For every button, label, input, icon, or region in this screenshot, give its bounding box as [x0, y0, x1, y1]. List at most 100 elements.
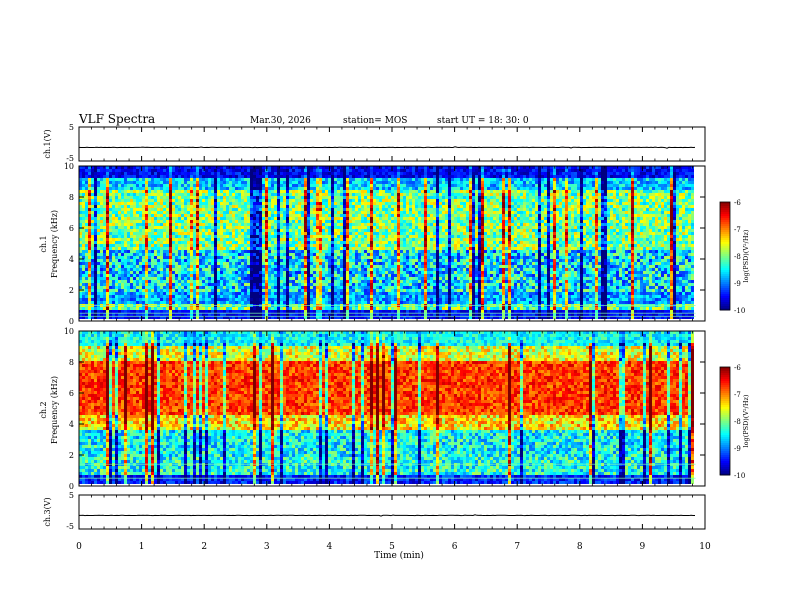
spectrogram-cell [355, 169, 358, 172]
spectrogram-cell [304, 268, 307, 271]
spectrogram-cell [226, 178, 229, 181]
spectrogram-cell [328, 220, 331, 223]
spectrogram-cell [166, 268, 169, 271]
spectrogram-cell [172, 181, 175, 184]
spectrogram-cell [343, 268, 346, 271]
spectrogram-cell [292, 307, 295, 310]
spectrogram-cell [157, 199, 160, 202]
spectrogram-cell [166, 277, 169, 280]
spectrogram-cell [316, 238, 319, 241]
spectrogram-cell [331, 205, 334, 208]
spectrogram-cell [241, 295, 244, 298]
spectrogram-cell [346, 289, 349, 292]
spectrogram-cell [106, 268, 109, 271]
spectrogram-cell [106, 241, 109, 244]
spectrogram-cell [292, 232, 295, 235]
spectrogram-cell [247, 241, 250, 244]
spectrogram-cell [319, 268, 322, 271]
spectrogram-cell [292, 223, 295, 226]
spectrogram-cell [82, 172, 85, 175]
spectrogram-cell [262, 226, 265, 229]
spectrogram-cell [268, 274, 271, 277]
spectrogram-cell [79, 232, 82, 235]
spectrogram-cell [148, 175, 151, 178]
spectrogram-cell [124, 253, 127, 256]
spectrogram-cell [118, 199, 121, 202]
spectrogram-cell [169, 265, 172, 268]
spectrogram-cell [199, 232, 202, 235]
spectrogram-cell [271, 232, 274, 235]
spectrogram-cell [214, 238, 217, 241]
spectrogram-cell [151, 271, 154, 274]
spectrogram-cell [286, 220, 289, 223]
spectrogram-cell [85, 256, 88, 259]
spectrogram-cell [310, 172, 313, 175]
spectrogram-cell [262, 313, 265, 316]
spectrogram-cell [217, 169, 220, 172]
spectrogram-cell [124, 166, 127, 169]
spectrogram-cell [268, 253, 271, 256]
spectrogram-cell [133, 214, 136, 217]
spectrogram-cell [325, 175, 328, 178]
spectrogram-cell [223, 184, 226, 187]
spectrogram-cell [223, 301, 226, 304]
spectrogram-cell [139, 184, 142, 187]
spectrogram-cell [310, 184, 313, 187]
spectrogram-cell [307, 301, 310, 304]
spectrogram-cell [256, 307, 259, 310]
spectrogram-cell [226, 169, 229, 172]
spectrogram-cell [121, 301, 124, 304]
spectrogram-cell [349, 199, 352, 202]
spectrogram-cell [313, 247, 316, 250]
spectrogram-cell [298, 277, 301, 280]
spectrogram-cell [133, 196, 136, 199]
spectrogram-cell [313, 316, 316, 319]
spectrogram-cell [91, 271, 94, 274]
spectrogram-cell [337, 175, 340, 178]
spectrogram-cell [121, 211, 124, 214]
spectrogram-cell [229, 196, 232, 199]
spectrogram-cell [187, 301, 190, 304]
spectrogram-cell [304, 232, 307, 235]
spectrogram-cell [151, 247, 154, 250]
spectrogram-cell [319, 271, 322, 274]
spectrogram-cell [274, 253, 277, 256]
spectrogram-cell [145, 208, 148, 211]
spectrogram-cell [208, 172, 211, 175]
spectrogram-cell [346, 253, 349, 256]
spectrogram-cell [154, 298, 157, 301]
spectrogram-cell [358, 268, 361, 271]
spectrogram-cell [127, 196, 130, 199]
spectrogram-cell [208, 175, 211, 178]
spectrogram-cell [226, 175, 229, 178]
spectrogram-cell [211, 292, 214, 295]
spectrogram-cell [280, 307, 283, 310]
spectrogram-cell [196, 187, 199, 190]
spectrogram-cell [274, 310, 277, 313]
spectrogram-cell [319, 175, 322, 178]
spectrogram-cell [124, 241, 127, 244]
spectrogram-cell [202, 184, 205, 187]
spectrogram-cell [247, 184, 250, 187]
spectrogram-cell [202, 289, 205, 292]
spectrogram-cell [139, 190, 142, 193]
spectrogram-cell [190, 190, 193, 193]
spectrogram-cell [340, 286, 343, 289]
spectrogram-cell [253, 190, 256, 193]
spectrogram-cell [94, 223, 97, 226]
spectrogram-cell [178, 244, 181, 247]
spectrogram-cell [265, 289, 268, 292]
spectrogram-cell [154, 259, 157, 262]
spectrogram-cell [187, 214, 190, 217]
spectrogram-cell [97, 274, 100, 277]
ch1-ytick-bottom: -5 [66, 154, 74, 163]
spectrogram-cell [208, 187, 211, 190]
spectrogram-cell [148, 262, 151, 265]
spectrogram-cell [232, 202, 235, 205]
spectrogram-cell [238, 169, 241, 172]
spectrogram-cell [118, 310, 121, 313]
spectrogram-cell [130, 184, 133, 187]
spectrogram-cell [85, 187, 88, 190]
spectrogram-cell [148, 283, 151, 286]
spectrogram-cell [217, 283, 220, 286]
